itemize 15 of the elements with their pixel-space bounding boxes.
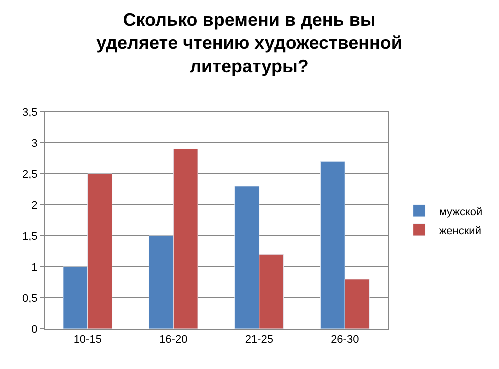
y-tick-label: 2,5 (22, 168, 38, 181)
y-tick-label: 1 (32, 262, 38, 274)
chart-title: Сколько времени в день вы уделяете чтению художественной литературы? (96, 10, 402, 77)
y-tick-label: 3,5 (22, 106, 38, 119)
legend-label: женский (439, 225, 482, 238)
legend-label: мужской (439, 206, 483, 218)
y-tick-label: 1,5 (22, 230, 38, 243)
y-tick-label: 3 (32, 138, 38, 150)
y-tick-label: 0 (32, 324, 38, 336)
y-tick-label: 2 (32, 200, 38, 212)
x-tick-label: 10-15 (74, 334, 102, 346)
y-tick-label: 0,5 (22, 292, 38, 305)
x-tick-label: 26-30 (331, 334, 360, 346)
x-tick-label: 16-20 (160, 334, 188, 346)
x-tick-label: 21-25 (245, 334, 274, 346)
